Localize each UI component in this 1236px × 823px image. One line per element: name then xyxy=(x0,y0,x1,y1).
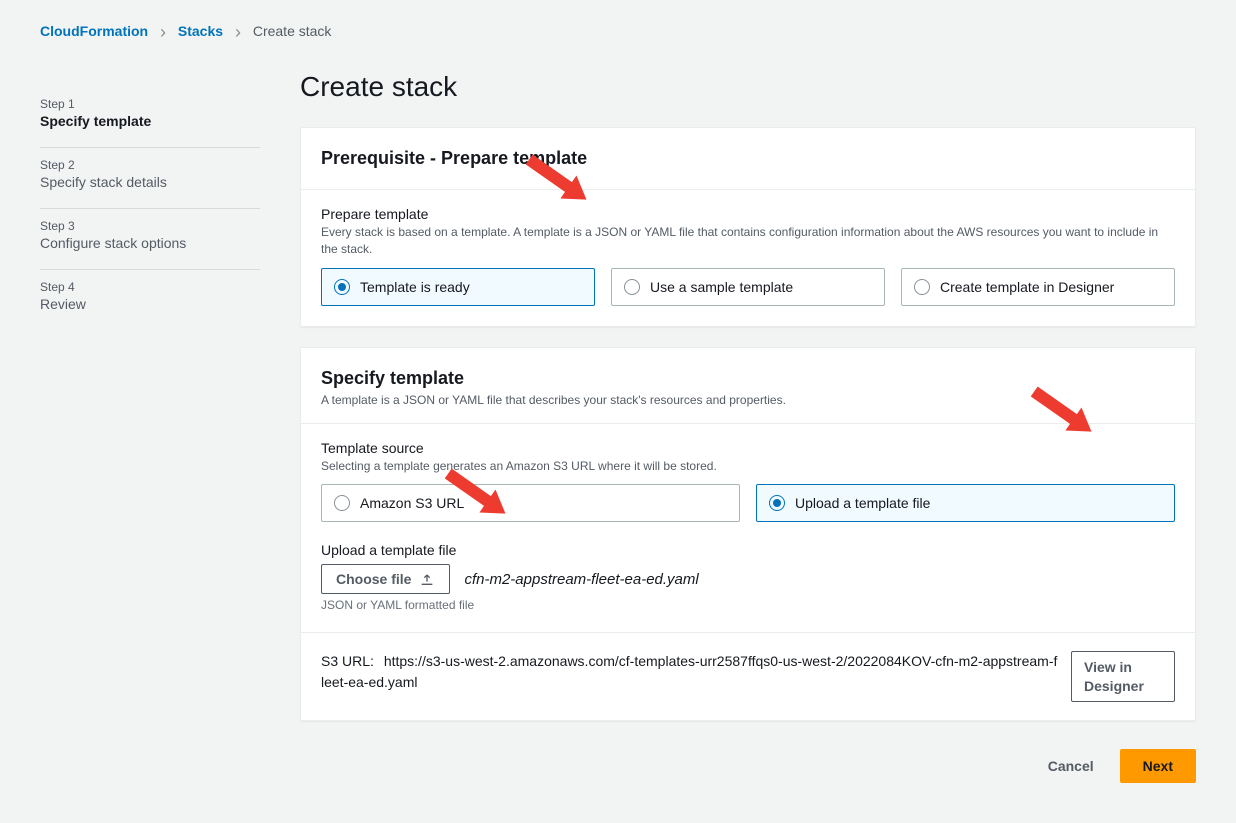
radio-icon xyxy=(334,495,350,511)
choose-file-button[interactable]: Choose file xyxy=(321,564,450,594)
option-label: Use a sample template xyxy=(650,279,793,295)
wizard-steps-sidebar: Step 1 Specify template Step 2 Specify s… xyxy=(40,53,260,803)
prepare-template-options: Template is ready Use a sample template … xyxy=(321,268,1175,306)
radio-icon xyxy=(624,279,640,295)
radio-icon xyxy=(914,279,930,295)
panel-header: Prerequisite - Prepare template xyxy=(301,128,1195,190)
field-label-upload-file: Upload a template file xyxy=(321,542,1175,558)
breadcrumb-root[interactable]: CloudFormation xyxy=(40,23,148,39)
uploaded-filename: cfn-m2-appstream-fleet-ea-ed.yaml xyxy=(464,571,698,588)
option-label: Template is ready xyxy=(360,279,470,295)
step-number: Step 1 xyxy=(40,97,260,111)
radio-icon xyxy=(334,279,350,295)
option-use-sample-template[interactable]: Use a sample template xyxy=(611,268,885,306)
option-template-is-ready[interactable]: Template is ready xyxy=(321,268,595,306)
s3-url-label: S3 URL: xyxy=(321,653,374,669)
step-3[interactable]: Step 3 Configure stack options xyxy=(40,209,260,270)
field-label-template-source: Template source xyxy=(321,440,1175,456)
s3-url-footer: S3 URL: https://s3-us-west-2.amazonaws.c… xyxy=(301,632,1195,719)
step-number: Step 2 xyxy=(40,158,260,172)
field-label-prepare-template: Prepare template xyxy=(321,206,1175,222)
panel-specify-template: Specify template A template is a JSON or… xyxy=(300,347,1196,721)
option-label: Upload a template file xyxy=(795,495,930,511)
breadcrumb: CloudFormation › Stacks › Create stack xyxy=(0,0,1236,53)
option-label: Create template in Designer xyxy=(940,279,1114,295)
view-in-designer-button[interactable]: View in Designer xyxy=(1071,651,1175,701)
field-desc-prepare-template: Every stack is based on a template. A te… xyxy=(321,224,1175,258)
panel-title: Prerequisite - Prepare template xyxy=(321,148,1175,169)
field-desc-template-source: Selecting a template generates an Amazon… xyxy=(321,458,1175,475)
option-upload-template-file[interactable]: Upload a template file xyxy=(756,484,1175,522)
page-title: Create stack xyxy=(300,71,1196,103)
step-2[interactable]: Step 2 Specify stack details xyxy=(40,148,260,209)
upload-icon xyxy=(419,571,435,587)
step-label: Specify stack details xyxy=(40,174,260,190)
panel-description: A template is a JSON or YAML file that d… xyxy=(321,393,1175,407)
radio-icon xyxy=(769,495,785,511)
template-source-options: Amazon S3 URL Upload a template file xyxy=(321,484,1175,522)
step-label: Review xyxy=(40,296,260,312)
breadcrumb-current: Create stack xyxy=(253,23,332,39)
chevron-right-icon: › xyxy=(160,22,166,42)
cancel-button[interactable]: Cancel xyxy=(1038,750,1104,782)
step-number: Step 4 xyxy=(40,280,260,294)
step-label: Specify template xyxy=(40,113,260,129)
action-bar: Cancel Next xyxy=(300,741,1196,803)
panel-title: Specify template xyxy=(321,368,1175,389)
option-label: Amazon S3 URL xyxy=(360,495,464,511)
step-4[interactable]: Step 4 Review xyxy=(40,270,260,330)
button-label: Choose file xyxy=(336,571,411,587)
step-label: Configure stack options xyxy=(40,235,260,251)
chevron-right-icon: › xyxy=(235,22,241,42)
option-amazon-s3-url[interactable]: Amazon S3 URL xyxy=(321,484,740,522)
panel-prerequisite: Prerequisite - Prepare template Prepare … xyxy=(300,127,1196,327)
s3-url-value: https://s3-us-west-2.amazonaws.com/cf-te… xyxy=(321,653,1057,690)
panel-header: Specify template A template is a JSON or… xyxy=(301,348,1195,424)
upload-hint: JSON or YAML formatted file xyxy=(321,598,1175,612)
next-button[interactable]: Next xyxy=(1120,749,1196,783)
step-1[interactable]: Step 1 Specify template xyxy=(40,87,260,148)
breadcrumb-parent[interactable]: Stacks xyxy=(178,23,223,39)
step-number: Step 3 xyxy=(40,219,260,233)
option-create-in-designer[interactable]: Create template in Designer xyxy=(901,268,1175,306)
main-content: Create stack Prerequisite - Prepare temp… xyxy=(300,53,1196,803)
button-label: View in Designer xyxy=(1084,658,1162,694)
